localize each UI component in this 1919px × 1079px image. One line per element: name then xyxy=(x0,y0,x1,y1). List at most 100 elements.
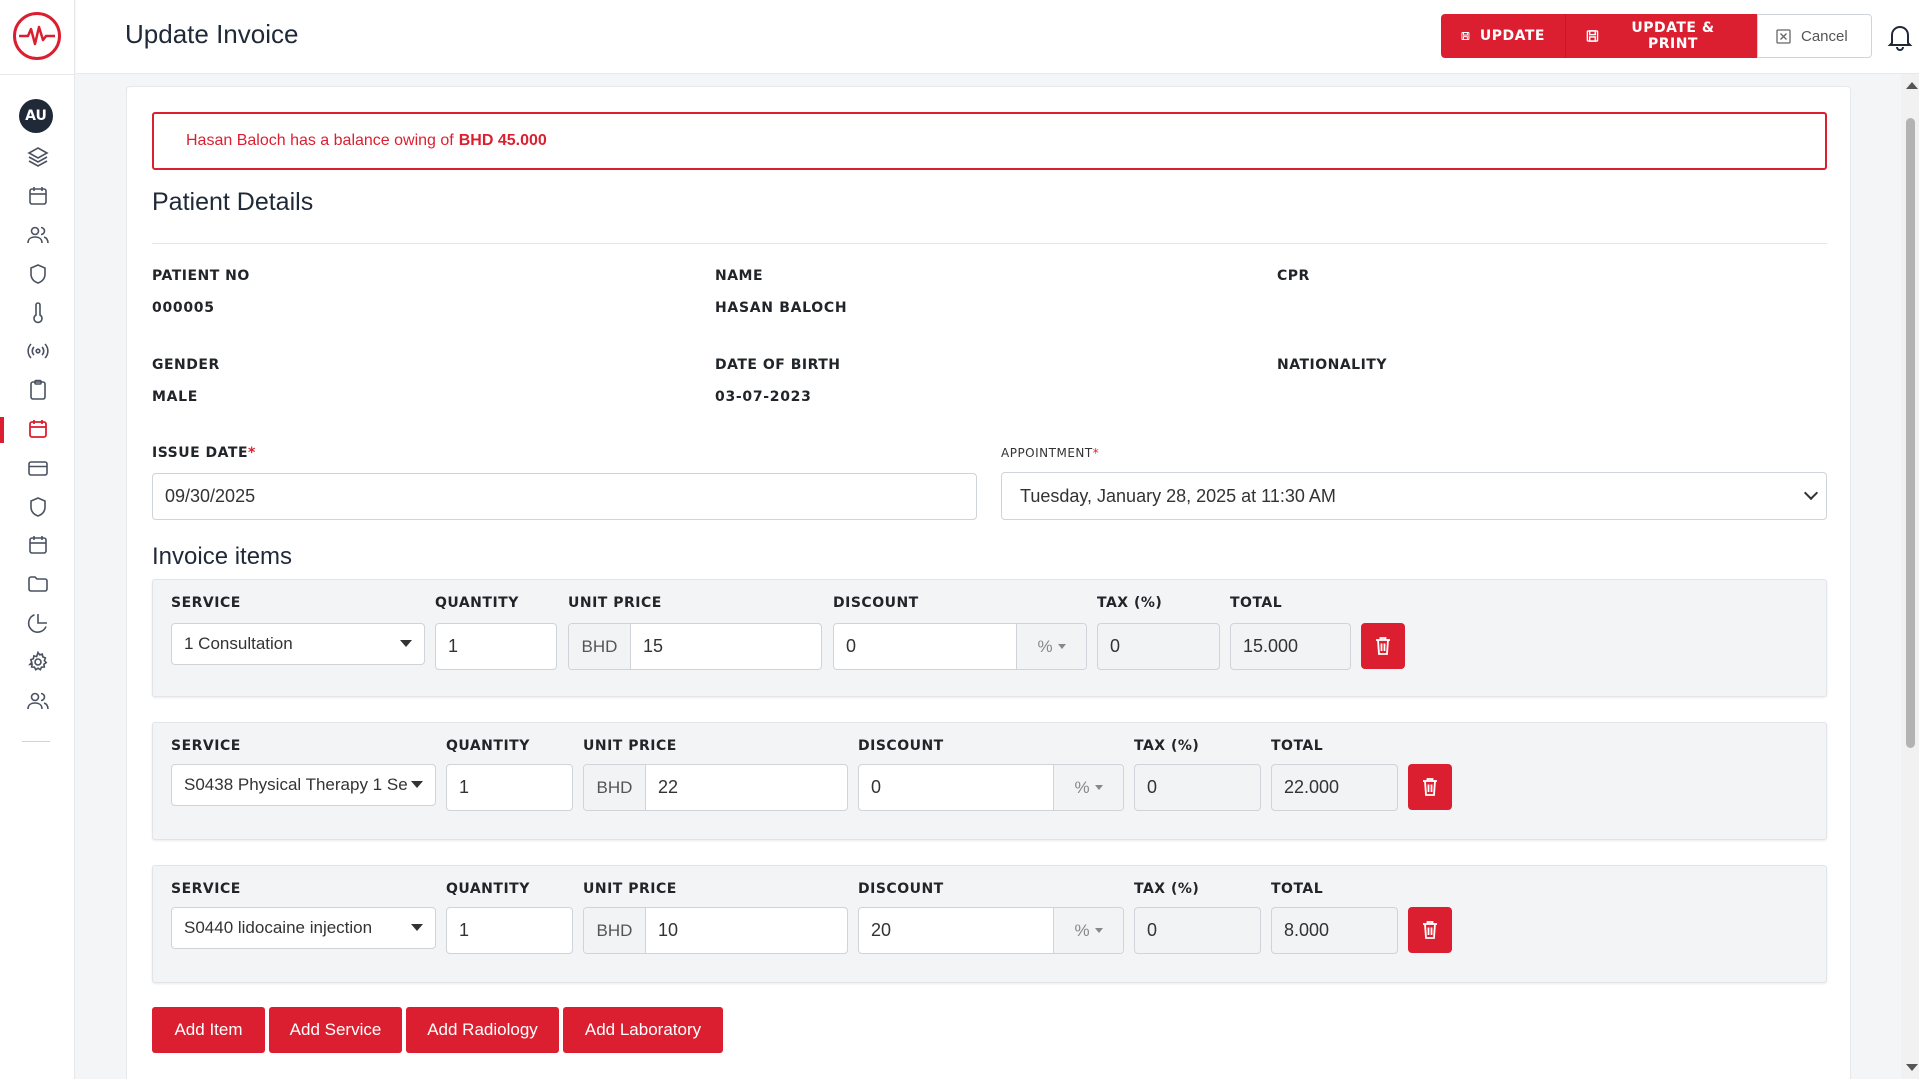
invoice-form-card: Hasan Baloch has a balance owing of BHD … xyxy=(126,86,1851,1079)
nationality-label: NATIONALITY xyxy=(1277,357,1387,373)
add-service-button[interactable]: Add Service xyxy=(269,1007,402,1053)
trash-icon xyxy=(1423,921,1437,939)
update-button[interactable]: UPDATE xyxy=(1441,14,1565,58)
service-select[interactable]: 1 Consultation xyxy=(171,623,425,665)
discount-type-dropdown[interactable]: % xyxy=(1053,765,1123,810)
header: Update Invoice UPDATE UPDATE & PRINT Can… xyxy=(76,0,1919,74)
broadcast-icon xyxy=(26,343,49,359)
issue-date-input[interactable]: 09/30/2025 xyxy=(152,473,977,520)
patient-no-value: 000005 xyxy=(152,300,215,316)
sidebar-item-schedule[interactable] xyxy=(0,526,75,565)
unit-price-input[interactable]: BHD 10 xyxy=(583,907,848,954)
discount-type-dropdown[interactable]: % xyxy=(1053,908,1123,953)
calendar-icon xyxy=(28,187,47,205)
balance-amount: BHD 45.000 xyxy=(458,132,547,149)
quantity-label: QUANTITY xyxy=(435,595,519,611)
total-field: 8.000 xyxy=(1271,907,1398,954)
add-radiology-button[interactable]: Add Radiology xyxy=(406,1007,559,1053)
quantity-input[interactable]: 1 xyxy=(435,623,557,670)
sidebar-item-layers[interactable] xyxy=(0,138,75,177)
tax-input[interactable]: 0 xyxy=(1134,764,1261,811)
appointment-select[interactable]: Tuesday, January 28, 2025 at 11:30 AM xyxy=(1001,472,1827,520)
invoice-item-row: SERVICE S0438 Physical Therapy 1 Se QUAN… xyxy=(152,722,1827,840)
sidebar-item-users[interactable] xyxy=(0,216,75,255)
issue-date-label: ISSUE DATE* xyxy=(152,445,256,461)
add-item-button[interactable]: Add Item xyxy=(152,1007,265,1053)
app-logo-icon[interactable] xyxy=(13,12,61,60)
sidebar-item-settings[interactable] xyxy=(0,642,75,681)
sidebar-item-staff[interactable] xyxy=(0,681,75,720)
sidebar-item-thermometer[interactable] xyxy=(0,293,75,332)
quantity-input[interactable]: 1 xyxy=(446,907,573,954)
discount-input[interactable]: 0% xyxy=(833,623,1087,670)
caret-down-icon xyxy=(411,924,423,931)
clipboard-icon xyxy=(29,379,46,400)
quantity-label: QUANTITY xyxy=(446,881,530,897)
delete-item-button[interactable] xyxy=(1408,764,1452,810)
sidebar-item-shield[interactable] xyxy=(0,254,75,293)
chevron-down-icon xyxy=(1803,485,1819,501)
bell-icon[interactable] xyxy=(1887,23,1913,51)
sidebar-nav xyxy=(0,138,75,720)
discount-label: DISCOUNT xyxy=(833,595,919,611)
calendar-icon xyxy=(28,419,47,438)
sidebar-item-payments[interactable] xyxy=(0,448,75,487)
total-field: 15.000 xyxy=(1230,623,1351,670)
sidebar-item-broadcast[interactable] xyxy=(0,332,75,371)
currency-addon: BHD xyxy=(584,908,646,953)
service-label: SERVICE xyxy=(171,595,241,611)
trash-icon xyxy=(1376,637,1390,655)
service-select[interactable]: S0438 Physical Therapy 1 Se xyxy=(171,764,436,806)
tax-label: TAX (%) xyxy=(1097,595,1163,611)
discount-type-dropdown[interactable]: % xyxy=(1016,624,1086,669)
sidebar-item-clipboard[interactable] xyxy=(0,371,75,410)
delete-item-button[interactable] xyxy=(1361,623,1405,669)
scroll-up-arrow-icon[interactable] xyxy=(1906,82,1918,89)
sidebar-item-reports[interactable] xyxy=(0,604,75,643)
shield-icon xyxy=(29,263,46,284)
tax-input[interactable]: 0 xyxy=(1097,623,1220,670)
page-scrollbar[interactable] xyxy=(1901,74,1919,1079)
service-label: SERVICE xyxy=(171,738,241,754)
discount-input[interactable]: 0% xyxy=(858,764,1124,811)
dob-label: DATE OF BIRTH xyxy=(715,357,841,373)
tax-label: TAX (%) xyxy=(1134,738,1200,754)
unit-price-label: UNIT PRICE xyxy=(568,595,662,611)
service-select[interactable]: S0440 lidocaine injection xyxy=(171,907,436,949)
invoice-item-row: SERVICE 1 Consultation QUANTITY 1 UNIT P… xyxy=(152,579,1827,697)
pie-chart-icon xyxy=(27,613,47,633)
header-actions: UPDATE UPDATE & PRINT Cancel xyxy=(1441,14,1872,58)
caret-down-icon xyxy=(411,781,423,788)
caret-down-icon xyxy=(400,640,412,647)
save-icon xyxy=(1586,30,1599,42)
sidebar-item-files[interactable] xyxy=(0,565,75,604)
add-laboratory-button[interactable]: Add Laboratory xyxy=(563,1007,723,1053)
trash-icon xyxy=(1423,778,1437,796)
sidebar-item-insurance[interactable] xyxy=(0,487,75,526)
layers-icon xyxy=(26,147,49,168)
shield-icon xyxy=(29,496,46,517)
scroll-down-arrow-icon[interactable] xyxy=(1906,1064,1918,1071)
discount-input[interactable]: 20% xyxy=(858,907,1124,954)
unit-price-input[interactable]: BHD 15 xyxy=(568,623,822,670)
delete-item-button[interactable] xyxy=(1408,907,1452,953)
balance-alert: Hasan Baloch has a balance owing of BHD … xyxy=(152,112,1827,170)
update-print-button[interactable]: UPDATE & PRINT xyxy=(1565,14,1757,58)
discount-label: DISCOUNT xyxy=(858,738,944,754)
discount-label: DISCOUNT xyxy=(858,881,944,897)
avatar[interactable]: AU xyxy=(19,99,53,133)
cancel-button[interactable]: Cancel xyxy=(1757,14,1872,58)
total-label: TOTAL xyxy=(1271,881,1324,897)
page-title: Update Invoice xyxy=(125,19,299,49)
sidebar-item-invoices[interactable] xyxy=(0,410,75,449)
users-icon xyxy=(26,692,49,709)
sidebar-item-calendar[interactable] xyxy=(0,177,75,216)
scrollbar-thumb[interactable] xyxy=(1906,118,1915,748)
sidebar: AU xyxy=(0,0,75,1079)
cpr-label: CPR xyxy=(1277,268,1310,284)
sidebar-separator xyxy=(22,741,50,742)
gender-label: GENDER xyxy=(152,357,220,373)
quantity-input[interactable]: 1 xyxy=(446,764,573,811)
tax-input[interactable]: 0 xyxy=(1134,907,1261,954)
unit-price-input[interactable]: BHD 22 xyxy=(583,764,848,811)
